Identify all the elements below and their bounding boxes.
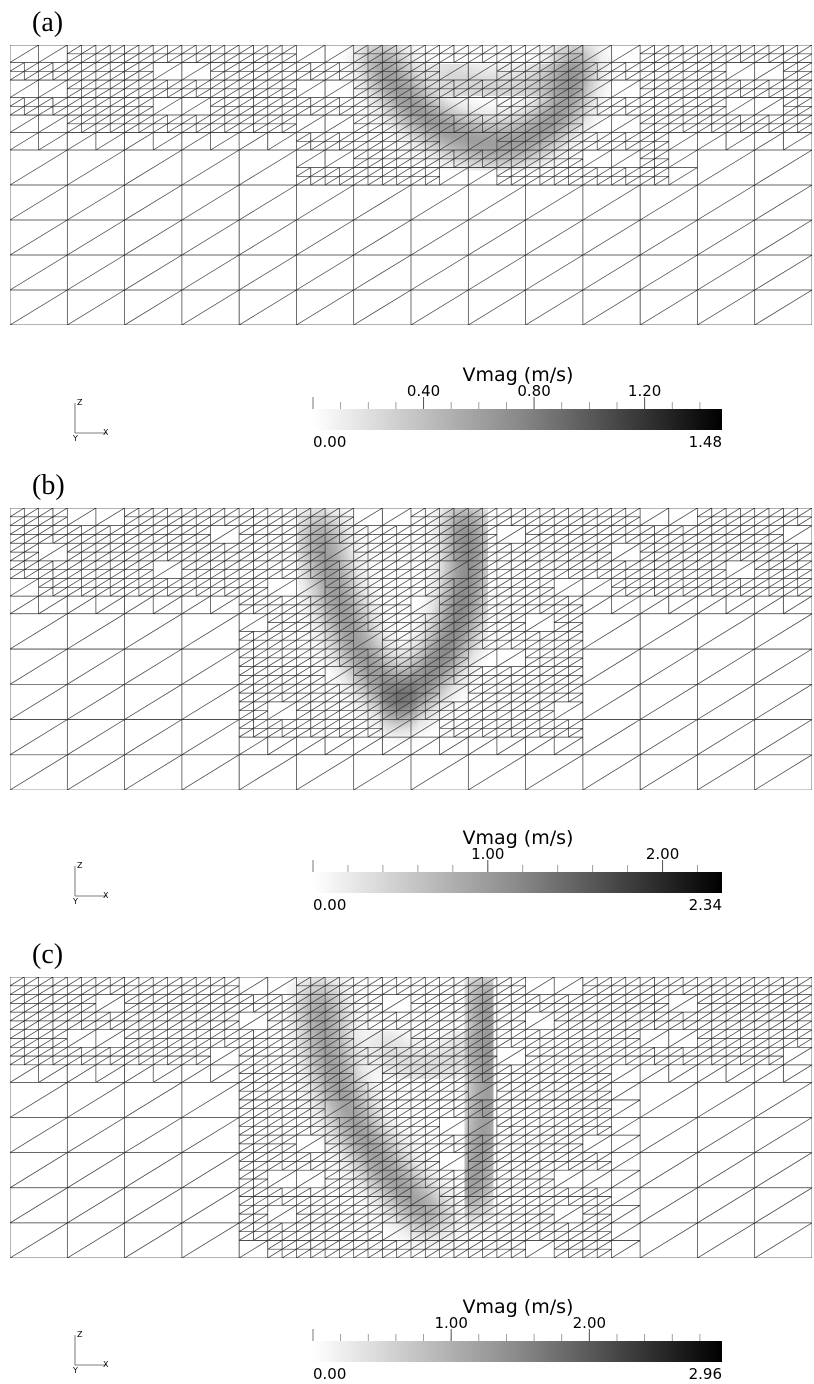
mesh: [10, 45, 812, 325]
tick-label: 1.00: [434, 1314, 467, 1332]
velocity-blob: [400, 520, 467, 705]
range-min-label: 0.00: [313, 1365, 346, 1383]
mesh: [10, 977, 812, 1258]
axis-label: X: [103, 428, 109, 437]
axis-label: Y: [72, 897, 78, 906]
figure: (a) Z Y X Vmag (m/s) 0.40 0.80 1.20 0.00 1.48 (b) Z…: [0, 0, 814, 1384]
tick-label: 1.20: [628, 382, 661, 400]
range-min-label: 0.00: [313, 896, 346, 914]
axis-label: Y: [72, 1366, 78, 1375]
tick-label: 0.40: [407, 382, 440, 400]
colorbar: [313, 872, 722, 893]
axis-label: Z: [77, 861, 83, 870]
panel-label: (a): [32, 7, 63, 38]
axis-label: X: [103, 1360, 109, 1369]
range-max-label: 2.96: [689, 1365, 722, 1383]
tick-label: 2.00: [646, 845, 679, 863]
axis-label: Z: [77, 398, 83, 407]
range-min-label: 0.00: [313, 433, 346, 451]
tick-label: 1.00: [471, 845, 504, 863]
colorbar: [313, 409, 722, 430]
range-max-label: 1.48: [689, 433, 722, 451]
velocity-field: [200, 984, 690, 1215]
tick-label: 2.00: [573, 1314, 606, 1332]
colorbar: [313, 1341, 722, 1362]
colorbar-title: Vmag (m/s): [463, 1296, 574, 1318]
mesh: [10, 508, 812, 790]
panel-label: (b): [32, 470, 65, 501]
axis-label: Z: [77, 1330, 83, 1339]
tick-label: 0.80: [517, 382, 550, 400]
velocity-field: [330, 52, 620, 145]
range-max-label: 2.34: [689, 896, 722, 914]
panel-label: (c): [32, 939, 63, 970]
axis-label: X: [103, 891, 109, 900]
axis-label: Y: [72, 434, 78, 443]
